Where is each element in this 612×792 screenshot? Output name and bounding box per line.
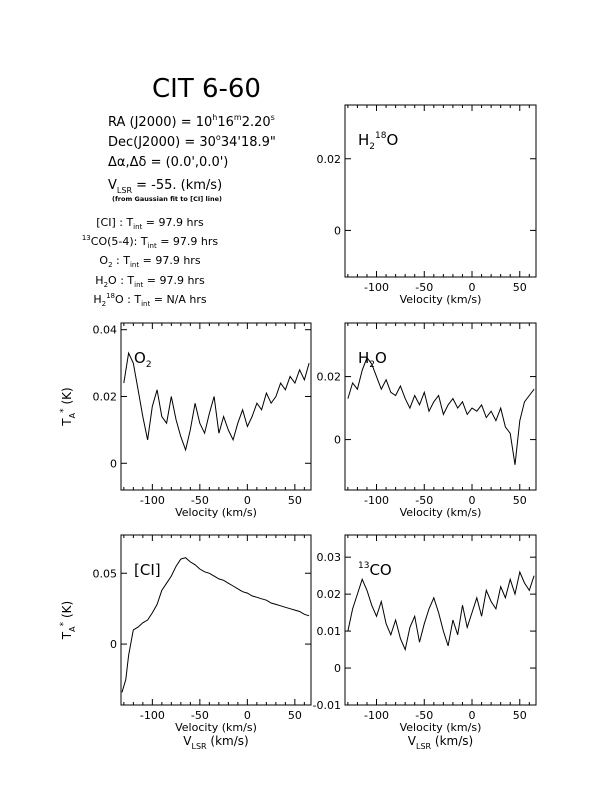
y-tick-label: 0.02 <box>317 371 342 384</box>
plot-frame <box>120 322 312 491</box>
plot-frame <box>120 534 312 706</box>
tint-line: H218O : Tint = N/A hrs <box>93 292 207 308</box>
integration-times: [CI] : Tint = 97.9 hrs 13CO(5-4): Tint = … <box>82 216 219 308</box>
x-tick-label: 50 <box>513 709 527 722</box>
x-tick-label: 0 <box>469 709 476 722</box>
line-label: [CI] <box>134 561 161 579</box>
spectrum-h2o <box>347 356 535 465</box>
x-tick-label: -100 <box>364 494 389 507</box>
y-tick-label: 0 <box>334 224 341 237</box>
y-tick-label: 0.01 <box>317 625 342 638</box>
x-tick-label: -50 <box>415 709 433 722</box>
spectrum-13co <box>347 570 535 652</box>
y-tick-label: 0 <box>334 662 341 675</box>
line-label: O2 <box>134 349 152 370</box>
x-tick-label: 50 <box>288 494 302 507</box>
y-tick-label: 0 <box>334 434 341 447</box>
x-tick-label: -100 <box>364 281 389 294</box>
x-tick-label: -50 <box>415 281 433 294</box>
x-tick-label: -50 <box>191 494 209 507</box>
line-label: H2O <box>358 349 387 370</box>
y-tick-label: 0.02 <box>317 153 342 166</box>
x-tick-label: 50 <box>513 281 527 294</box>
vlsr-note: (from Gaussian fit to [CI] line) <box>112 195 222 203</box>
panel-h2o18: -100 -50 0 50 0 0.02 Velocity (km/s) H218O <box>317 104 537 306</box>
x-tick-label: 50 <box>288 709 302 722</box>
y-tick-label: 0.02 <box>317 588 342 601</box>
x-axis-label-vlsr: VLSR (km/s) <box>408 734 473 751</box>
plot-frame <box>344 104 537 278</box>
panel-ci: -100 -50 0 50 0 0.05 Velocity (km/s)VLSR (km/s… <box>59 534 312 751</box>
line-label: 13CO <box>358 561 392 579</box>
panel-o2: -100 -50 0 50 0 0.02 0.04 Velocity (km/s) TA* (K… <box>59 322 312 519</box>
panel-h2o: -100 -50 0 50 0 0.02 Velocity (km/s) H2O <box>317 322 537 519</box>
y-tick-label: 0.04 <box>93 324 118 337</box>
tint-line: O2 : Tint = 97.9 hrs <box>99 254 200 269</box>
offset-line: Δα,Δδ = (0.0',0.0') <box>108 155 228 170</box>
spectrum-ci <box>121 557 310 693</box>
x-tick-label: -100 <box>140 709 165 722</box>
x-axis-label: Velocity (km/s) <box>175 506 257 519</box>
y-tick-label: 0 <box>110 638 117 651</box>
vlsr-line: VLSR = -55. (km/s) <box>108 178 222 195</box>
y-tick-label: 0 <box>110 457 117 470</box>
spectrum-o2 <box>123 351 310 452</box>
x-tick-label: -50 <box>191 709 209 722</box>
ra-line: RA (J2000) = 10h16m2.20s <box>108 113 275 130</box>
x-tick-label: -100 <box>364 709 389 722</box>
x-tick-label: -50 <box>415 494 433 507</box>
panel-13co: -100 -50 0 50 -0.01 0 0.01 0.02 0.03 Velocity (km… <box>313 534 537 751</box>
tint-line: 13CO(5-4): Tint = 97.9 hrs <box>82 234 219 250</box>
x-axis-label: Velocity (km/s) <box>400 506 482 519</box>
y-axis-label: TA* (K) <box>59 387 77 426</box>
x-tick-label: 0 <box>244 494 251 507</box>
y-tick-label: 0.02 <box>93 390 118 403</box>
source-title: CIT 6-60 <box>152 74 261 104</box>
y-tick-label: 0.03 <box>317 551 342 564</box>
line-label: H218O <box>358 131 398 152</box>
x-axis-label: Velocity (km/s) <box>400 721 482 734</box>
dec-line: Dec(J2000) = 30o34'18.9" <box>108 133 276 150</box>
tint-line: [CI] : Tint = 97.9 hrs <box>96 216 204 231</box>
x-axis-label: Velocity (km/s) <box>400 293 482 306</box>
y-tick-label: 0.05 <box>93 567 118 580</box>
tint-line: H2O : Tint = 97.9 hrs <box>95 274 205 289</box>
x-axis-label-vlsr: VLSR (km/s) <box>183 734 248 751</box>
x-tick-label: 0 <box>469 494 476 507</box>
plot-frame <box>344 322 537 491</box>
x-tick-label: 0 <box>244 709 251 722</box>
y-tick-label: -0.01 <box>313 699 341 712</box>
x-tick-label: -100 <box>140 494 165 507</box>
x-axis-label: Velocity (km/s) <box>175 721 257 734</box>
y-axis-label: TA* (K) <box>59 601 77 640</box>
plot-frame <box>344 534 537 706</box>
x-tick-label: 50 <box>513 494 527 507</box>
x-tick-label: 0 <box>469 281 476 294</box>
